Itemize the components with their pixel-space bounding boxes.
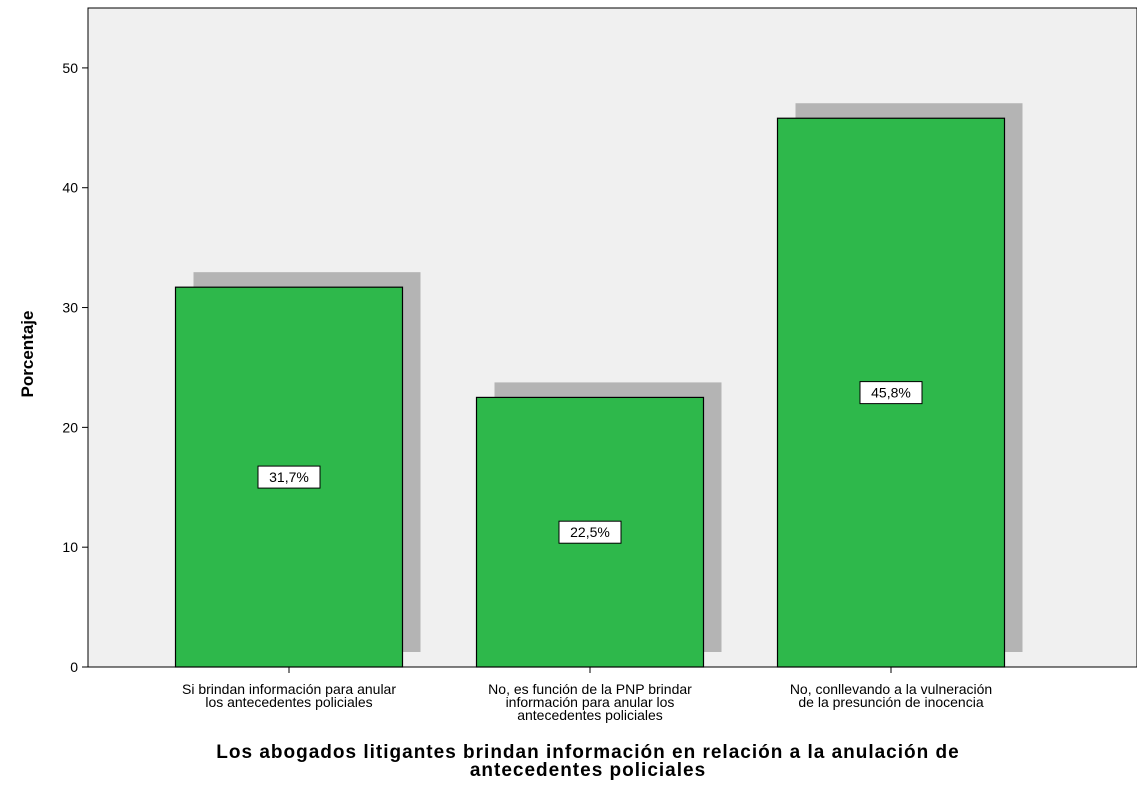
y-tick-label: 40 xyxy=(62,180,78,196)
x-tick-label: No, conllevando a la vulneración de la pr… xyxy=(790,681,992,710)
data-label-box xyxy=(558,520,622,544)
x-axis-title: Los abogados litigantes brindan informac… xyxy=(216,742,959,781)
data-label-box xyxy=(859,381,923,405)
y-tick-label: 30 xyxy=(62,300,78,316)
data-label: 22,5% xyxy=(570,524,610,540)
y-tick-label: 20 xyxy=(62,419,78,435)
x-axis: Si brindan información para anular los an… xyxy=(182,667,992,723)
data-label: 45,8% xyxy=(871,385,911,401)
y-axis: 0 10 20 30 40 50 xyxy=(62,60,88,675)
y-axis-title: Porcentaje xyxy=(18,311,37,398)
x-tick-label: No, es función de la PNP brindar informac… xyxy=(488,681,692,723)
y-tick-label: 0 xyxy=(70,659,78,675)
x-tick-label: Si brindan información para anular los an… xyxy=(182,681,396,710)
y-tick-label: 50 xyxy=(62,60,78,76)
data-label-box xyxy=(257,465,321,489)
data-labels: 31,7% 22,5% 45,8% xyxy=(257,381,923,544)
data-label: 31,7% xyxy=(269,469,309,485)
y-tick-label: 10 xyxy=(62,539,78,555)
